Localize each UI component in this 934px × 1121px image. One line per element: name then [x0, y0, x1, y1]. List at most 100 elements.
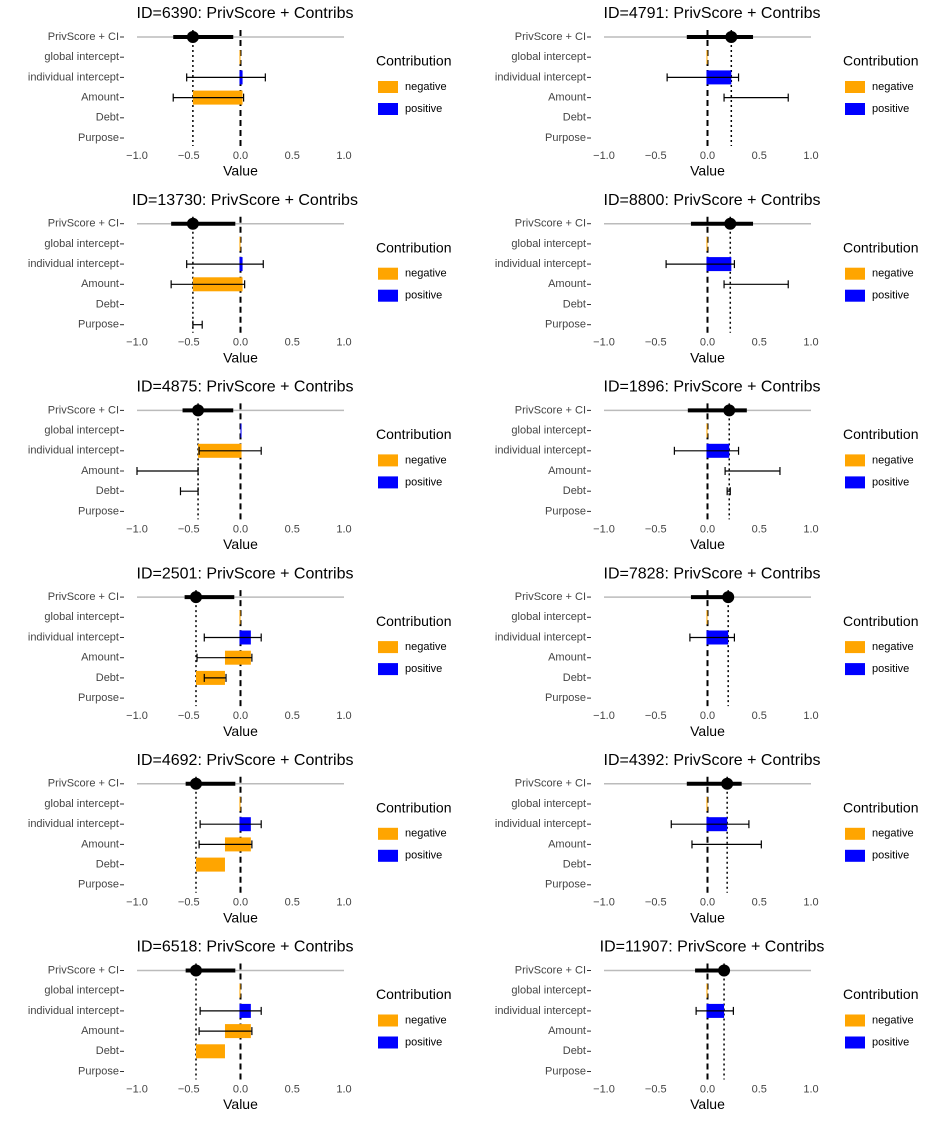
- panel-title: ID=2501: PrivScore + Contribs: [137, 565, 354, 582]
- legend-swatch: [378, 1036, 398, 1049]
- legend-swatch: [845, 454, 865, 467]
- error-bar: [186, 73, 266, 82]
- x-tick-label: 0.5: [752, 710, 767, 722]
- x-tick-label: −1.0: [126, 523, 148, 535]
- legend-title: Contribution: [843, 986, 919, 1002]
- y-tick-label: PrivScore + CI: [515, 31, 586, 43]
- y-tick-label: Debt: [563, 859, 586, 871]
- x-tick-label: −0.5: [645, 523, 667, 535]
- legend-swatch: [845, 267, 865, 280]
- x-tick-label: −1.0: [593, 337, 615, 349]
- y-tick-label: global intercept: [511, 611, 586, 623]
- error-bar: [724, 466, 781, 475]
- y-tick-label: Amount: [81, 1025, 119, 1037]
- error-bar: [196, 653, 253, 662]
- y-tick-label: individual intercept: [495, 1005, 586, 1017]
- score-point: [186, 217, 199, 230]
- legend-swatch: [845, 476, 865, 489]
- x-tick-label: 1.0: [336, 1083, 351, 1095]
- legend-swatch: [845, 663, 865, 676]
- x-tick-label: 0.5: [285, 150, 300, 162]
- x-tick-label: 1.0: [803, 710, 818, 722]
- panel-title: ID=4791: PrivScore + Contribs: [604, 5, 821, 22]
- x-tick-label: 0.0: [700, 710, 715, 722]
- x-tick-label: 0.0: [700, 337, 715, 349]
- legend-label: negative: [872, 1014, 914, 1026]
- legend-swatch: [845, 641, 865, 654]
- legend-swatch: [378, 81, 398, 93]
- legend-label: negative: [405, 268, 447, 280]
- score-point: [721, 777, 734, 790]
- y-tick-label: PrivScore + CI: [515, 778, 586, 790]
- contribution-bar: [706, 423, 708, 438]
- legend-title: Contribution: [376, 613, 452, 629]
- x-tick-label: −1.0: [126, 897, 148, 909]
- y-tick-label: PrivScore + CI: [48, 778, 119, 790]
- x-axis-label: Value: [223, 536, 258, 552]
- y-tick-label: PrivScore + CI: [48, 218, 119, 230]
- panel: ID=2501: PrivScore + Contribs PrivScore +…: [28, 565, 452, 738]
- legend-swatch: [378, 476, 398, 489]
- legend-label: negative: [405, 454, 447, 466]
- legend-swatch: [845, 827, 865, 840]
- legend-label: positive: [405, 663, 442, 675]
- y-tick-label: global intercept: [44, 425, 119, 437]
- contribution-bar: [239, 50, 241, 65]
- legend-label: negative: [405, 81, 447, 93]
- x-tick-label: 1.0: [336, 710, 351, 722]
- x-tick-label: 1.0: [803, 897, 818, 909]
- y-tick-label: Purpose: [78, 132, 119, 144]
- panel-title: ID=6518: PrivScore + Contribs: [137, 939, 354, 956]
- error-bar: [203, 673, 227, 682]
- x-axis-label: Value: [690, 536, 725, 552]
- legend-title: Contribution: [376, 239, 452, 255]
- x-tick-label: −1.0: [593, 150, 615, 162]
- error-bar: [198, 446, 262, 455]
- x-tick-label: −1.0: [126, 1083, 148, 1095]
- panel-title: ID=1896: PrivScore + Contribs: [604, 379, 821, 396]
- legend-swatch: [845, 849, 865, 862]
- x-tick-label: −0.5: [645, 150, 667, 162]
- legend-title: Contribution: [376, 986, 452, 1002]
- x-tick-label: 1.0: [803, 1083, 818, 1095]
- y-tick-label: individual intercept: [495, 631, 586, 643]
- x-tick-label: 0.0: [700, 897, 715, 909]
- panel-title: ID=4392: PrivScore + Contribs: [604, 752, 821, 769]
- x-tick-label: −0.5: [178, 150, 200, 162]
- error-bar: [170, 280, 246, 289]
- y-tick-label: individual intercept: [495, 71, 586, 83]
- y-tick-label: global intercept: [511, 425, 586, 437]
- score-point: [725, 31, 738, 43]
- panel: ID=4791: PrivScore + Contribs PrivScore +…: [495, 5, 919, 178]
- legend-label: negative: [405, 641, 447, 653]
- x-axis-label: Value: [690, 910, 725, 926]
- score-point: [192, 404, 205, 417]
- x-tick-label: 0.0: [700, 150, 715, 162]
- contribution-bar: [240, 423, 242, 438]
- legend-label: negative: [872, 828, 914, 840]
- score-point: [189, 777, 202, 790]
- legend-label: negative: [405, 828, 447, 840]
- y-tick-label: individual intercept: [28, 818, 119, 830]
- y-tick-label: individual intercept: [495, 818, 586, 830]
- score-point: [189, 964, 202, 977]
- y-tick-label: Purpose: [78, 505, 119, 517]
- contribution-bar: [195, 857, 225, 872]
- x-tick-label: −1.0: [593, 710, 615, 722]
- y-tick-label: PrivScore + CI: [48, 31, 119, 43]
- x-tick-label: 0.5: [752, 897, 767, 909]
- legend-label: positive: [405, 1036, 442, 1048]
- y-tick-label: Amount: [81, 652, 119, 664]
- error-bar: [203, 633, 262, 642]
- x-axis-label: Value: [223, 349, 258, 365]
- legend-label: positive: [405, 476, 442, 488]
- y-tick-label: PrivScore + CI: [48, 404, 119, 416]
- error-bar: [172, 93, 245, 102]
- y-tick-label: Debt: [563, 1045, 586, 1057]
- panel: ID=7828: PrivScore + Contribs PrivScore +…: [495, 565, 919, 738]
- x-tick-label: −0.5: [178, 523, 200, 535]
- x-axis-label: Value: [690, 723, 725, 739]
- legend-swatch: [845, 103, 865, 115]
- x-tick-label: −0.5: [645, 337, 667, 349]
- panel: ID=11907: PrivScore + Contribs PrivScore …: [495, 939, 919, 1112]
